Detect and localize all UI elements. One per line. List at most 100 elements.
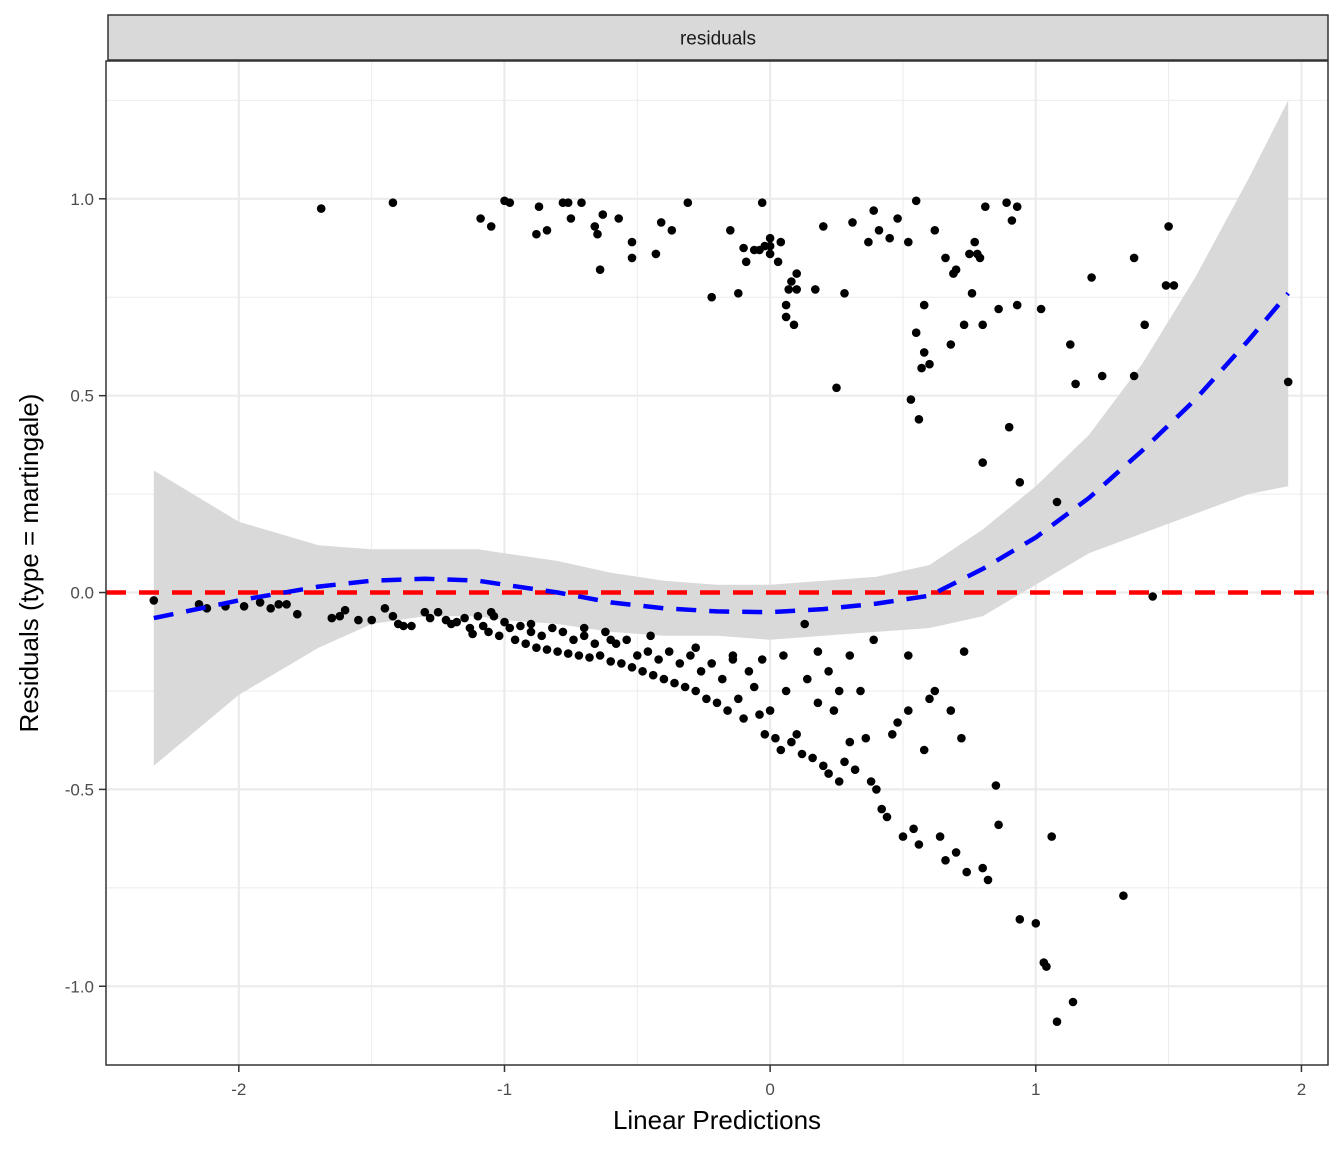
x-axis: -2 -1 0 1 2 [231,1065,1306,1099]
data-point [1066,340,1075,349]
data-point [293,609,302,619]
data-point [789,320,799,330]
data-point [563,198,573,207]
data-point [975,253,985,263]
facet-strip [107,14,1329,61]
data-point [595,265,605,275]
data-point [1283,377,1293,387]
confidence-band [153,100,1289,766]
data-point [1042,962,1051,971]
data-point [622,635,631,645]
data-point [994,304,1003,314]
data-point [906,395,916,404]
data-point [797,749,807,759]
data-point [686,651,695,660]
data-point [526,627,536,637]
data-point [757,198,767,207]
data-point [548,623,557,633]
data-point [651,249,661,259]
data-point [598,210,608,219]
data-point [757,655,767,664]
data-point [563,649,573,658]
data-point [965,249,974,259]
data-point [792,269,801,278]
data-point [935,832,945,841]
data-point [691,643,700,652]
data-point [255,598,265,607]
data-point [500,617,509,627]
data-point [526,619,536,629]
data-point [962,867,971,877]
data-point [893,214,902,223]
data-point [739,243,748,253]
data-point [282,600,291,609]
data-point [266,604,276,613]
data-point [813,647,823,656]
data-point [590,222,600,231]
data-point [792,285,801,294]
data-point [914,415,924,424]
data-point [824,769,833,778]
data-point [864,237,873,247]
data-point [834,686,844,696]
data-point [869,635,878,645]
data-point [585,653,594,662]
y-tick-label: 0.5 [70,387,94,406]
data-point [808,753,817,763]
data-point [1002,198,1011,207]
data-point [486,222,496,231]
data-point [741,257,751,267]
data-point [1052,497,1062,507]
data-point [680,682,690,692]
y-tick-label: 0.0 [70,584,94,603]
data-point [765,706,775,715]
data-point [579,623,589,633]
data-point [648,670,658,680]
data-point [911,328,921,338]
data-point [779,651,788,660]
x-tick-label: -1 [497,1080,512,1099]
data-point [898,832,908,841]
data-point [691,686,700,696]
y-tick-label: -0.5 [65,780,94,799]
data-point [354,615,363,625]
data-point [327,613,337,623]
data-point [930,686,940,696]
data-point [1164,222,1173,231]
data-point [468,629,477,639]
data-point [946,706,956,715]
data-point [919,348,929,357]
data-point [579,631,589,641]
data-point [866,777,876,786]
data-point [452,617,462,627]
y-tick-label: -1.0 [65,977,94,996]
data-point [1140,320,1149,330]
data-point [726,226,735,235]
data-point [765,249,775,259]
data-point [919,745,929,755]
data-point [484,627,493,637]
data-point [707,292,716,302]
data-point [577,198,586,207]
data-point [760,730,770,739]
data-point [723,706,732,715]
data-point [970,237,979,247]
data-point [574,651,584,660]
data-point [1097,371,1107,381]
data-point [978,320,987,330]
data-point [516,621,525,631]
data-point [904,237,913,247]
data-point [744,667,754,676]
data-point [316,204,326,213]
data-point [388,198,398,207]
x-tick-label: -2 [231,1080,246,1099]
data-point [335,611,345,621]
data-point [946,340,956,349]
data-point [925,694,934,704]
data-point [749,682,759,692]
y-axis: -1.0 -0.5 0.0 0.5 1.0 [65,190,106,996]
data-point [1015,478,1025,487]
residual-points [149,196,1293,1026]
data-point [476,214,485,223]
data-point [521,639,530,648]
